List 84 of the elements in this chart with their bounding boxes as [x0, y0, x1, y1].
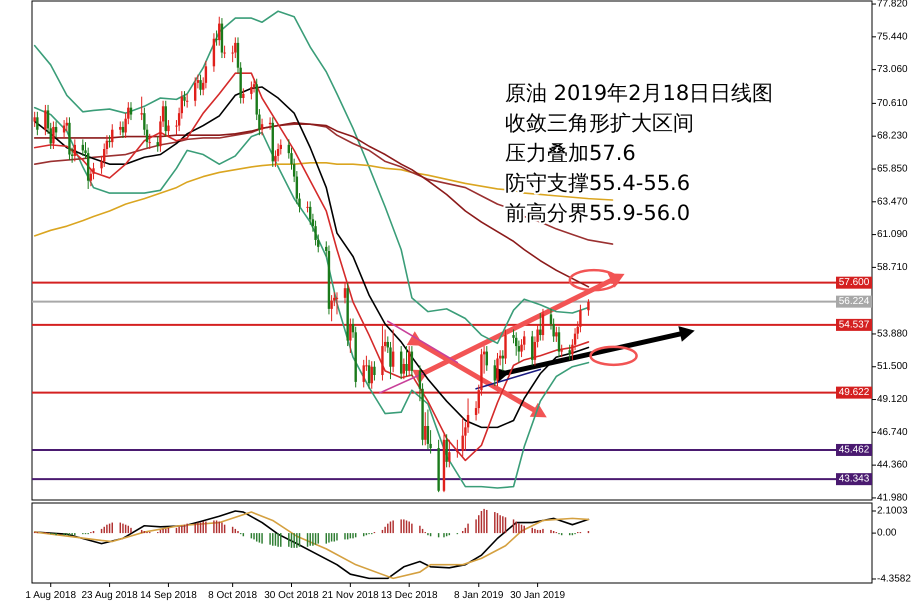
candlestick: [183, 90, 186, 107]
y-tick-label: 68.230: [877, 130, 908, 142]
candlestick: [111, 124, 114, 148]
candlestick: [362, 359, 365, 388]
candlestick: [373, 360, 376, 382]
candlestick: [234, 36, 237, 59]
annotation: 原油 2019年2月18日日线图: [505, 81, 774, 105]
candlestick: [330, 294, 333, 322]
candlestick: [223, 45, 226, 59]
y-tick-label: 63.470: [877, 196, 908, 208]
y-tick-label: -4.3582: [877, 573, 912, 584]
candlestick: [560, 344, 563, 358]
candlestick: [140, 96, 143, 121]
y-tick-label: 51.500: [877, 361, 908, 372]
ref-line-label: 57.600: [838, 277, 870, 288]
y-tick-label: 44.360: [877, 460, 908, 471]
y-tick-label: 49.120: [877, 394, 908, 406]
candlestick: [539, 312, 542, 342]
candlestick: [494, 359, 496, 387]
candlestick: [486, 346, 488, 372]
candlestick: [74, 138, 76, 162]
candlestick: [33, 111, 36, 128]
y-tick-label: 0.00: [877, 528, 897, 539]
y-tick-label: 61.090: [877, 229, 908, 240]
y-tick-label: 65.850: [877, 163, 908, 174]
x-tick-label: 30 Oct 2018: [264, 590, 320, 601]
candlestick: [108, 134, 111, 148]
x-tick-label: 8 Oct 2018: [208, 590, 258, 601]
ref-line-label: 45.462: [838, 444, 870, 456]
candlestick: [426, 408, 430, 450]
candlestick: [82, 138, 84, 156]
x-tick-label: 13 Dec 2018: [380, 590, 438, 601]
candlestick: [218, 16, 220, 46]
candlestick: [400, 346, 402, 380]
ref-line-label: 56.224: [838, 296, 870, 308]
ref-line-label: 54.537: [838, 319, 870, 330]
candlestick: [167, 120, 170, 138]
annotation: 收敛三角形扩大区间: [505, 111, 694, 135]
candlestick: [242, 88, 245, 104]
x-tick-label: 21 Nov 2018: [322, 590, 380, 601]
candlestick: [148, 133, 151, 150]
candlestick: [54, 120, 58, 138]
y-tick-label: 41.980: [877, 492, 908, 504]
annotation: 防守支撑55.4-55.6: [505, 171, 690, 195]
x-tick-label: 23 Aug 2018: [81, 590, 138, 601]
candlestick: [368, 359, 370, 390]
x-tick-label: 8 Jan 2019: [454, 590, 504, 601]
candlestick: [402, 358, 406, 380]
x-tick-label: 30 Jan 2019: [510, 590, 566, 601]
candlestick: [502, 350, 504, 372]
candlestick: [531, 330, 534, 366]
candlestick: [370, 360, 373, 390]
y-tick-label: 53.880: [877, 328, 908, 340]
y-tick-label: 70.610: [877, 98, 908, 109]
annotation: 压力叠加57.6: [505, 141, 636, 165]
candlestick: [156, 136, 159, 152]
y-tick-label: 73.060: [877, 64, 908, 76]
candlestick: [587, 298, 590, 316]
ref-line-label: 49.622: [838, 387, 870, 398]
candlestick: [194, 76, 196, 107]
candlestick: [250, 80, 253, 100]
candlestick: [568, 344, 571, 360]
candlestick: [186, 93, 188, 108]
y-tick-label: 77.820: [877, 0, 908, 10]
candlestick: [52, 120, 55, 150]
candlestick: [445, 434, 448, 468]
candlestick: [448, 439, 451, 468]
candlestick: [36, 111, 39, 136]
y-tick-label: 58.710: [877, 262, 908, 273]
candlestick: [260, 118, 264, 136]
x-tick-label: 14 Sep 2018: [140, 590, 198, 601]
candlestick: [62, 120, 66, 138]
candlestick: [424, 412, 426, 446]
y-tick-label: 75.440: [877, 31, 908, 42]
y-tick-label: 2.1003: [877, 505, 908, 516]
candlestick: [119, 120, 122, 136]
x-tick-label: 1 Aug 2018: [25, 590, 76, 601]
candlestick: [408, 346, 410, 377]
candlestick: [410, 346, 414, 377]
candlestick: [392, 329, 394, 373]
candlestick: [44, 104, 47, 136]
y-tick-label: 46.740: [877, 426, 908, 438]
ref-line-label: 43.343: [838, 474, 870, 485]
candlestick: [461, 417, 464, 457]
